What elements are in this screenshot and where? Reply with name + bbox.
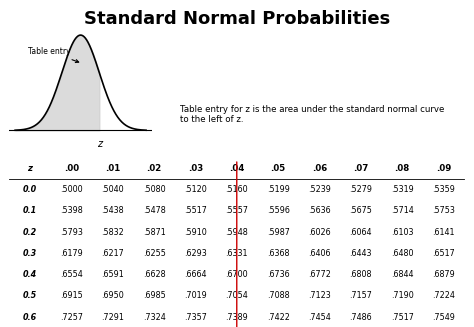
Text: .6443: .6443 [349,249,372,258]
Text: .7019: .7019 [184,291,207,301]
Text: .7190: .7190 [391,291,413,301]
Text: 0.4: 0.4 [23,270,37,279]
Text: .5000: .5000 [60,185,82,194]
Text: .5040: .5040 [101,185,124,194]
Text: .5832: .5832 [101,228,124,237]
Text: 0.6: 0.6 [23,313,37,322]
Text: z: z [27,164,33,173]
Text: .5319: .5319 [391,185,413,194]
Text: .5636: .5636 [308,206,331,215]
Text: .6772: .6772 [308,270,331,279]
Text: 0.1: 0.1 [23,206,37,215]
Text: .6844: .6844 [391,270,413,279]
Text: .5239: .5239 [308,185,331,194]
Text: .7549: .7549 [432,313,455,322]
Text: .7257: .7257 [60,313,83,322]
Text: .6628: .6628 [143,270,165,279]
Text: .7088: .7088 [267,291,290,301]
Text: 0.2: 0.2 [23,228,37,237]
Text: .7422: .7422 [267,313,290,322]
Text: .01: .01 [105,164,120,173]
Text: .6591: .6591 [101,270,124,279]
Text: .5438: .5438 [101,206,124,215]
Text: .5478: .5478 [143,206,165,215]
Text: .5910: .5910 [184,228,207,237]
Text: .5871: .5871 [143,228,165,237]
Text: .5987: .5987 [267,228,290,237]
Text: .6915: .6915 [60,291,83,301]
Text: .6368: .6368 [267,249,289,258]
Text: .5596: .5596 [267,206,290,215]
Text: .5199: .5199 [267,185,290,194]
Text: .7486: .7486 [349,313,372,322]
Text: .6026: .6026 [308,228,331,237]
Text: .5359: .5359 [432,185,455,194]
Text: .6255: .6255 [143,249,165,258]
Text: .5279: .5279 [349,185,372,194]
Text: 0.5: 0.5 [23,291,37,301]
Text: .6664: .6664 [184,270,207,279]
Text: .09: .09 [436,164,451,173]
Text: Table entry for z is the area under the standard normal curve
to the left of z.: Table entry for z is the area under the … [180,105,445,124]
Text: .5398: .5398 [60,206,83,215]
Text: .6103: .6103 [391,228,413,237]
Text: .6736: .6736 [267,270,290,279]
Text: .5080: .5080 [143,185,165,194]
Text: 0.0: 0.0 [23,185,37,194]
Text: .7157: .7157 [349,291,372,301]
Text: .7454: .7454 [308,313,331,322]
Text: .6293: .6293 [184,249,207,258]
Text: .5517: .5517 [184,206,207,215]
Text: .7224: .7224 [432,291,455,301]
Text: .6331: .6331 [226,249,248,258]
Text: .5160: .5160 [226,185,248,194]
Text: 0.3: 0.3 [23,249,37,258]
Text: .6950: .6950 [101,291,124,301]
Text: .6179: .6179 [60,249,83,258]
Text: .02: .02 [146,164,162,173]
Text: .04: .04 [229,164,245,173]
Text: .7054: .7054 [226,291,248,301]
Text: .07: .07 [353,164,368,173]
Text: .6879: .6879 [432,270,455,279]
Text: .5948: .5948 [226,228,248,237]
Text: .6808: .6808 [349,270,372,279]
Text: .5793: .5793 [60,228,83,237]
Text: .6217: .6217 [101,249,124,258]
Text: .6700: .6700 [226,270,248,279]
Text: Table entry: Table entry [28,47,79,62]
Text: .6985: .6985 [143,291,165,301]
Text: .05: .05 [271,164,286,173]
Text: .5675: .5675 [349,206,372,215]
Text: .5120: .5120 [184,185,207,194]
Text: .00: .00 [64,164,79,173]
Text: .6554: .6554 [60,270,83,279]
Text: .06: .06 [312,164,327,173]
Text: .7123: .7123 [308,291,331,301]
Text: .7517: .7517 [391,313,414,322]
Text: .6517: .6517 [432,249,455,258]
Text: .5557: .5557 [225,206,248,215]
Text: .5714: .5714 [391,206,413,215]
Text: .7324: .7324 [143,313,165,322]
Text: .6141: .6141 [432,228,455,237]
Text: .6480: .6480 [391,249,413,258]
Text: .6064: .6064 [349,228,372,237]
Text: .5753: .5753 [432,206,455,215]
Text: .7291: .7291 [101,313,124,322]
Text: .08: .08 [394,164,410,173]
Text: .6406: .6406 [308,249,331,258]
Text: .7357: .7357 [184,313,207,322]
Text: .7389: .7389 [226,313,248,322]
Text: Standard Normal Probabilities: Standard Normal Probabilities [84,10,390,28]
Text: z: z [97,139,102,149]
Text: .03: .03 [188,164,203,173]
